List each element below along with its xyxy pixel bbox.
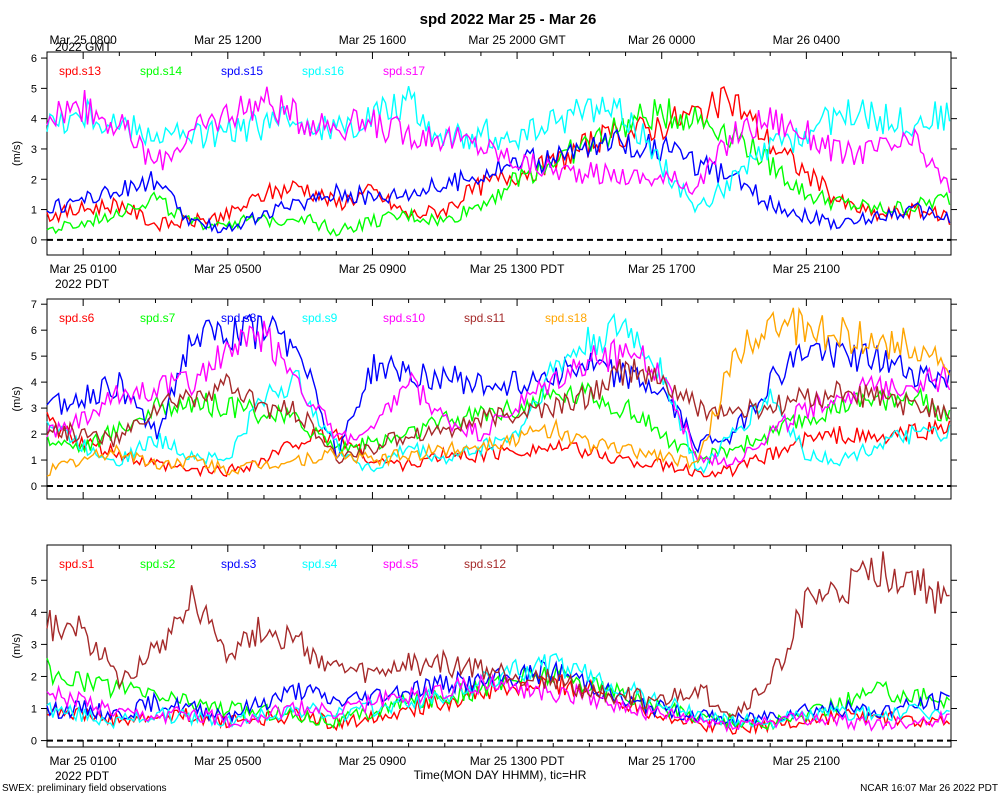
y-tick-label: 2: [31, 671, 37, 683]
y-tick-label: 1: [31, 455, 37, 467]
bottom-axis-tick-label: Mar 25 0100: [49, 754, 117, 768]
series-line-spd-s12: [46, 551, 950, 718]
series-line-spd-s17: [46, 86, 951, 196]
bottom-axis-tick-label: Mar 25 0500: [194, 754, 262, 768]
y-tick-label: 3: [31, 403, 37, 415]
legend-spd-s3: spd.s3: [221, 557, 257, 571]
series-line-spd-s14: [46, 98, 951, 237]
top-axis-tick-label: Mar 25 1600: [339, 33, 407, 47]
legend-spd-s1: spd.s1: [59, 557, 95, 571]
footer-right-note: NCAR 16:07 Mar 26 2022 PDT: [860, 783, 998, 794]
bottom-axis-tick-label: Mar 25 0900: [339, 754, 407, 768]
series-line-spd-s11: [46, 358, 951, 465]
legend-spd-s10: spd.s10: [383, 311, 425, 325]
bottom-axis-tick-label: Mar 25 1700: [628, 754, 696, 768]
y-tick-label: 2: [31, 174, 37, 186]
bottom-axis-tick-label: Mar 25 0500: [194, 262, 262, 276]
y-tick-label: 0: [31, 235, 37, 247]
top-axis-tick-label: Mar 25 2000 GMT: [468, 33, 566, 47]
y-tick-label: 4: [31, 607, 37, 619]
bottom-axis-tick-label: Mar 25 1300 PDT: [470, 262, 565, 276]
legend-spd-s13: spd.s13: [59, 64, 101, 78]
legend-spd-s4: spd.s4: [302, 557, 338, 571]
series-line-spd-s7: [46, 381, 951, 465]
top-axis-tick-label: Mar 25 1200: [194, 33, 262, 47]
plot-frame: [46, 298, 952, 500]
x-axis-label: Time(MON DAY HHMM), tic=HR: [414, 768, 587, 782]
legend-spd-s15: spd.s15: [221, 64, 263, 78]
y-tick-label: 4: [31, 377, 37, 389]
series-line-spd-s3: [46, 659, 950, 728]
y-tick-label: 4: [31, 114, 37, 126]
legend-spd-s9: spd.s9: [302, 311, 338, 325]
top-axis-tick-label: Mar 26 0000: [628, 33, 696, 47]
series-line-spd-s10: [46, 320, 951, 468]
legend-spd-s2: spd.s2: [140, 557, 176, 571]
y-axis-label: (m/s): [11, 633, 23, 658]
y-tick-label: 6: [31, 325, 37, 337]
footer-left-note: SWEX: preliminary field observations: [2, 783, 167, 794]
y-tick-label: 1: [31, 205, 37, 217]
legend-spd-s8: spd.s8: [221, 311, 257, 325]
series-line-spd-s4: [46, 653, 950, 730]
series-line-spd-s18: [46, 306, 951, 477]
y-tick-label: 2: [31, 429, 37, 441]
bottom-axis-year-label: 2022 PDT: [55, 769, 110, 783]
panel-middle: 0 1 2 3 4 5 6 7 (m/s) spd.s6 spd.s7 spd.s8 spd.s9 spd…: [11, 298, 957, 500]
y-tick-label: 3: [31, 144, 37, 156]
legend-spd-s18: spd.s18: [545, 311, 587, 325]
bottom-axis-tick-label: Mar 25 0900: [339, 262, 407, 276]
legend-spd-s11: spd.s11: [464, 311, 505, 325]
bottom-axis-tick-label: Mar 25 2100: [773, 262, 841, 276]
bottom-axis-year-label: 2022 PDT: [55, 277, 110, 291]
legend-spd-s12: spd.s12: [464, 557, 506, 571]
series-line-spd-s5: [46, 673, 950, 733]
bottom-axis-tick-label: Mar 25 1300 PDT: [470, 754, 565, 768]
y-tick-label: 0: [31, 481, 37, 493]
y-tick-label: 1: [31, 704, 37, 716]
legend-spd-s7: spd.s7: [140, 311, 176, 325]
y-tick-label: 3: [31, 639, 37, 651]
legend-spd-s6: spd.s6: [59, 311, 95, 325]
series-line-spd-s16: [46, 86, 951, 214]
bottom-axis-tick-label: Mar 25 0100: [49, 262, 117, 276]
plot-frame: [46, 544, 952, 748]
y-tick-label: 7: [31, 299, 37, 311]
legend-spd-s5: spd.s5: [383, 557, 419, 571]
y-tick-label: 5: [31, 351, 37, 363]
series-line-spd-s9: [46, 312, 951, 475]
series-line-spd-s13: [46, 86, 951, 233]
chart-title: spd 2022 Mar 25 - Mar 26: [420, 11, 597, 28]
panel-bottom: 0 1 2 3 4 5 (m/s) spd.s1 spd.s2 spd.s3 spd.s4 spd.s…: [11, 544, 957, 748]
panel-top: 0 1 2 3 4 5 6 (m/s) spd.s13 spd.s14 spd.s15 spd.s16…: [11, 51, 957, 256]
top-axis-tick-label: Mar 25 0800: [49, 33, 117, 47]
bottom-axis-tick-label: Mar 25 2100: [773, 754, 841, 768]
plot-frame: [46, 51, 952, 256]
top-axis-tick-label: Mar 26 0400: [773, 33, 841, 47]
y-axis-label: (m/s): [11, 141, 23, 166]
y-tick-label: 6: [31, 53, 37, 65]
legend-spd-s16: spd.s16: [302, 64, 344, 78]
y-tick-label: 0: [31, 736, 37, 748]
legend-spd-s14: spd.s14: [140, 64, 182, 78]
y-axis-label: (m/s): [11, 386, 23, 411]
top-axis-year-label: 2022 GMT: [55, 40, 112, 54]
y-tick-label: 5: [31, 83, 37, 95]
y-tick-label: 5: [31, 575, 37, 587]
legend-spd-s17: spd.s17: [383, 64, 425, 78]
series-line-spd-s8: [46, 313, 951, 461]
bottom-axis-tick-label: Mar 25 1700: [628, 262, 696, 276]
